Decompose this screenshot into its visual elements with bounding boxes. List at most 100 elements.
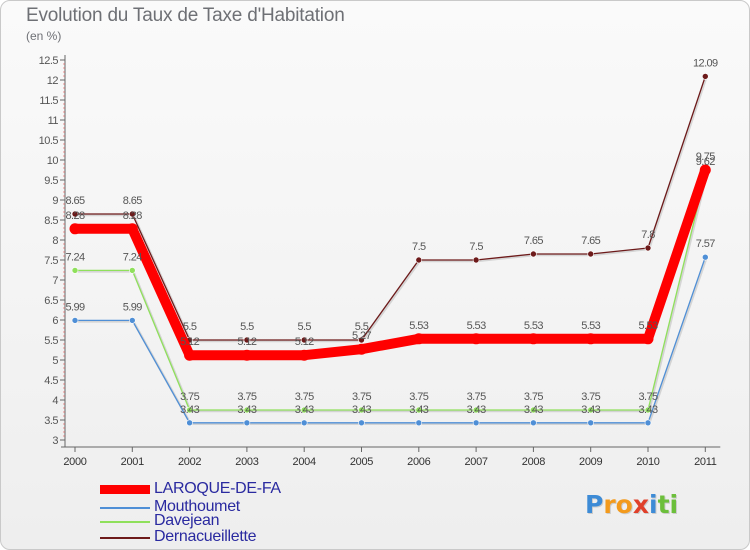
data-label-dernacueillette: 7.65	[581, 235, 600, 247]
y-tick-label: 6	[52, 315, 58, 327]
data-label-laroque: 5.12	[295, 336, 314, 348]
data-point-davejean	[71, 267, 79, 274]
data-point-dernacueillette	[587, 250, 595, 258]
y-tick-label: 3	[52, 435, 58, 447]
data-label-mouthoumet: 5.99	[65, 301, 84, 313]
legend-swatch-davejean	[100, 521, 150, 523]
data-label-laroque: 8.28	[123, 210, 142, 222]
x-tick-label: 2008	[522, 456, 545, 468]
data-label-davejean: 7.24	[123, 251, 142, 263]
data-label-mouthoumet: 3.43	[581, 404, 600, 416]
y-tick-label: 7.5	[44, 255, 58, 267]
x-tick-label: 2005	[350, 456, 373, 468]
data-label-mouthoumet: 7.57	[696, 238, 715, 250]
data-point-laroque	[241, 349, 253, 361]
logo-letter: P	[585, 490, 604, 519]
data-point-laroque	[69, 223, 81, 235]
data-point-mouthoumet	[71, 317, 79, 324]
data-point-dernacueillette	[300, 336, 308, 344]
data-point-davejean	[186, 406, 193, 414]
y-tick-label: 12	[47, 75, 59, 87]
y-tick-label: 11	[48, 115, 59, 127]
data-label-laroque: 8.28	[65, 210, 84, 222]
data-point-laroque	[356, 343, 367, 355]
line-chart: 3 3.5 4 4.5 5 5.5 6 6.5 7 7.5 8 8.5 9 9.5 10 10.5 11 11.5…	[39, 55, 721, 468]
data-label-laroque: 5.12	[180, 336, 199, 348]
data-point-mouthoumet	[358, 419, 365, 427]
data-point-laroque	[699, 164, 711, 176]
data-label-dernacueillette: 7.65	[524, 235, 543, 247]
data-point-mouthoumet	[129, 317, 136, 324]
x-tick-label: 2010	[636, 456, 659, 468]
data-point-dernacueillette	[243, 336, 251, 344]
data-point-mouthoumet	[587, 419, 595, 427]
data-point-dernacueillette	[415, 256, 423, 264]
legend-label-laroque: LAROQUE-DE-FA	[154, 480, 281, 497]
data-label-davejean: 7.24	[65, 251, 84, 263]
data-label-davejean: 3.75	[524, 391, 543, 403]
data-label-dernacueillette: 5.5	[297, 321, 311, 333]
data-label-mouthoumet: 3.43	[638, 404, 657, 416]
data-label-laroque: 5.27	[352, 330, 371, 342]
legend-swatch-laroque	[100, 485, 150, 494]
data-point-davejean	[300, 406, 308, 414]
data-label-dernacueillette: 5.5	[240, 321, 254, 333]
data-label-davejean: 3.75	[295, 391, 314, 403]
data-label-davejean: 3.75	[180, 391, 199, 403]
data-label-laroque: 5.53	[524, 320, 543, 332]
logo-letter: o	[615, 490, 633, 519]
data-point-laroque	[585, 333, 597, 345]
data-point-davejean	[415, 406, 423, 414]
data-label-dernacueillette: 5.5	[355, 321, 369, 333]
data-label-laroque: 5.53	[467, 320, 486, 332]
x-tick-label: 2009	[579, 456, 602, 468]
data-point-davejean	[530, 406, 537, 414]
data-label-dernacueillette: 5.5	[183, 321, 197, 333]
y-tick-label: 11.5	[39, 95, 58, 107]
data-point-mouthoumet	[300, 419, 308, 427]
data-point-davejean	[587, 406, 595, 414]
x-tick-label: 2000	[63, 456, 86, 468]
data-point-mouthoumet	[530, 419, 537, 427]
data-point-dernacueillette	[644, 244, 652, 252]
data-label-laroque: 9.75	[696, 151, 715, 163]
data-point-laroque	[184, 349, 196, 361]
logo-letter: t	[657, 490, 670, 519]
data-point-laroque	[413, 333, 425, 345]
legend-swatch-mouthoumet	[100, 507, 150, 509]
x-tick-label: 2002	[178, 456, 201, 468]
data-label-mouthoumet: 3.43	[409, 404, 428, 416]
series-line-laroque	[70, 165, 711, 361]
chart-title: Evolution du Taux de Taxe d'Habitation	[26, 5, 345, 26]
x-tick-label: 2011	[694, 456, 717, 468]
data-point-mouthoumet	[472, 419, 480, 427]
data-label-laroque: 5.53	[638, 320, 657, 332]
data-label-davejean: 3.75	[409, 391, 428, 403]
data-label-dernacueillette: 12.09	[693, 57, 718, 69]
data-point-laroque	[642, 333, 654, 345]
data-point-laroque	[126, 223, 138, 235]
legend-label-davejean: Davejean	[154, 512, 220, 529]
data-label-mouthoumet: 5.99	[123, 301, 142, 313]
data-point-mouthoumet	[415, 419, 423, 427]
x-tick-label: 2004	[293, 456, 316, 468]
data-label-laroque: 5.53	[581, 320, 600, 332]
series-shadow-davejean	[76, 175, 708, 413]
data-point-laroque	[527, 333, 539, 345]
data-label-mouthoumet: 3.43	[352, 404, 371, 416]
proxiti-logo: Proxiti	[585, 490, 678, 519]
data-label-mouthoumet: 3.43	[524, 404, 543, 416]
y-tick-label: 8.5	[44, 215, 58, 227]
series-line-mouthoumet	[74, 256, 706, 424]
data-point-laroque	[298, 349, 310, 361]
logo-letter: i	[669, 490, 679, 519]
data-point-laroque	[470, 333, 482, 345]
data-point-dernacueillette	[472, 256, 480, 264]
data-label-dernacueillette: 7.5	[469, 241, 483, 253]
data-label-mouthoumet: 3.43	[237, 404, 256, 416]
data-label-laroque: 5.12	[237, 336, 256, 348]
chart-subtitle: (en %)	[26, 29, 62, 43]
y-tick-label: 7	[52, 275, 58, 287]
legend-label-mouthoumet: Mouthoumet	[154, 498, 240, 515]
